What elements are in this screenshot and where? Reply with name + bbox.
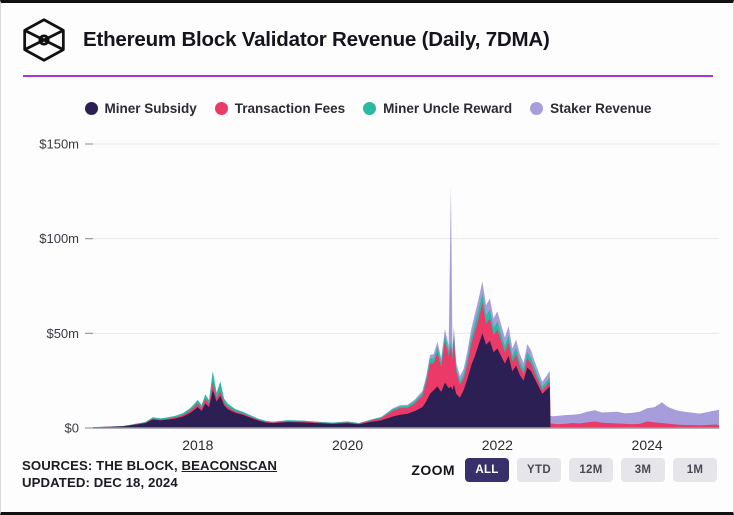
legend-swatch-icon <box>530 102 544 115</box>
zoom-label: ZOOM <box>411 462 455 478</box>
legend-swatch-icon <box>214 102 228 115</box>
svg-text:2018: 2018 <box>182 437 213 453</box>
zoom-button-all[interactable]: ALL <box>465 458 509 482</box>
zoom-control-bar: ZOOM ALL YTD 12M 3M 1M <box>411 458 717 482</box>
sources-prefix: SOURCES: THE BLOCK, <box>22 458 182 473</box>
chart-footer: SOURCES: THE BLOCK, BEACONSCAN UPDATED: … <box>1 452 734 512</box>
zoom-button-12m[interactable]: 12M <box>569 458 613 482</box>
legend-item-miner-uncle-reward[interactable]: Miner Uncle Reward <box>363 101 512 116</box>
svg-text:2024: 2024 <box>632 437 663 453</box>
beaconscan-link[interactable]: BEACONSCAN <box>181 458 278 473</box>
sources-line: SOURCES: THE BLOCK, BEACONSCAN <box>22 457 277 474</box>
stacked-area-chart[interactable]: $0 $50m $100m $150m 2018 2020 2022 2024 <box>1 129 734 454</box>
legend-swatch-icon <box>84 102 98 115</box>
legend-item-staker-revenue[interactable]: Staker Revenue <box>530 101 651 116</box>
chart-legend: Miner Subsidy Transaction Fees Miner Unc… <box>1 101 734 116</box>
legend-item-transaction-fees[interactable]: Transaction Fees <box>214 101 346 116</box>
legend-label: Miner Subsidy <box>104 101 197 116</box>
svg-text:$0: $0 <box>65 421 79 436</box>
svg-text:2022: 2022 <box>482 437 513 453</box>
the-block-cube-icon <box>19 15 69 65</box>
svg-text:$50m: $50m <box>46 326 79 341</box>
x-axis-ticks: 2018 2020 2022 2024 <box>182 437 663 453</box>
svg-text:$150m: $150m <box>39 137 79 152</box>
zoom-button-3m[interactable]: 3M <box>621 458 665 482</box>
title-divider <box>23 75 713 77</box>
legend-swatch-icon <box>363 102 377 115</box>
area-series-group <box>93 185 719 428</box>
zoom-button-1m[interactable]: 1M <box>673 458 717 482</box>
updated-line: UPDATED: DEC 18, 2024 <box>22 475 178 490</box>
legend-item-miner-subsidy[interactable]: Miner Subsidy <box>84 101 197 116</box>
page-title: Ethereum Block Validator Revenue (Daily,… <box>83 27 550 51</box>
sources-block: SOURCES: THE BLOCK, BEACONSCAN UPDATED: … <box>22 457 277 491</box>
legend-label: Staker Revenue <box>550 101 652 116</box>
legend-label: Transaction Fees <box>234 101 346 116</box>
legend-label: Miner Uncle Reward <box>383 101 513 116</box>
y-axis-ticks: $0 $50m $100m $150m <box>39 137 79 436</box>
svg-text:2020: 2020 <box>332 437 363 453</box>
svg-text:$100m: $100m <box>39 231 79 246</box>
gridlines <box>85 143 719 429</box>
chart-plot-area[interactable]: $0 $50m $100m $150m 2018 2020 2022 2024 <box>1 129 734 454</box>
chart-header: Ethereum Block Validator Revenue (Daily,… <box>1 3 733 76</box>
zoom-button-ytd[interactable]: YTD <box>517 458 561 482</box>
